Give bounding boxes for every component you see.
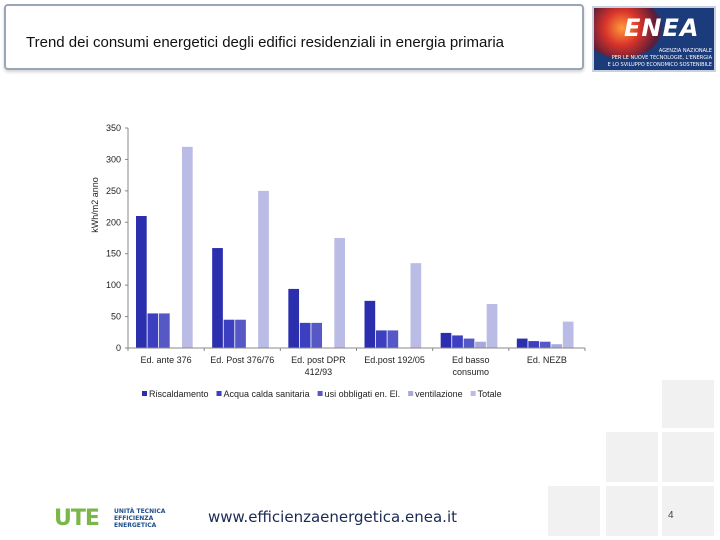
bar xyxy=(136,216,147,348)
y-tick-label: 200 xyxy=(106,217,121,227)
title-box: Trend dei consumi energetici degli edifi… xyxy=(4,4,584,70)
bar xyxy=(539,341,551,348)
bar xyxy=(376,330,387,348)
y-axis-label: kWh/m2 anno xyxy=(90,177,100,233)
bar xyxy=(299,322,311,348)
x-tick-label: Ed basso xyxy=(452,355,490,365)
bar xyxy=(334,238,346,348)
logo-word: ENEA xyxy=(624,14,700,42)
legend-swatch xyxy=(216,391,222,396)
y-tick-label: 150 xyxy=(106,249,121,259)
y-tick-label: 50 xyxy=(111,312,121,322)
legend-label: Totale xyxy=(478,389,502,399)
legend-label: Acqua calda sanitaria xyxy=(224,389,310,399)
website-link[interactable]: www.efficienzaenergetica.enea.it xyxy=(208,508,457,526)
bar xyxy=(516,338,528,348)
page-number: 4 xyxy=(668,510,674,521)
logo-line: AGENZIA NAZIONALE xyxy=(658,48,712,54)
enea-logo: ENEA AGENZIA NAZIONALE PER LE NUOVE TECN… xyxy=(592,6,716,72)
y-tick-label: 250 xyxy=(106,186,121,196)
bar xyxy=(223,319,235,348)
legend-label: ventilazione xyxy=(415,389,463,399)
bar xyxy=(387,330,399,348)
decor-square xyxy=(662,486,714,536)
decor-square xyxy=(606,432,658,482)
bar xyxy=(235,319,246,348)
ute-line: UNITÀ TECNICA xyxy=(114,508,166,515)
bar xyxy=(486,304,498,348)
bar xyxy=(258,190,269,348)
bar xyxy=(147,313,159,348)
bar xyxy=(288,288,300,348)
legend-swatch xyxy=(470,391,476,396)
decor-square xyxy=(662,432,714,482)
y-tick-label: 350 xyxy=(106,123,121,133)
x-tick-label: Ed. Post 376/76 xyxy=(210,355,274,365)
bar xyxy=(528,341,540,348)
chart-legend: Riscaldamento Acqua calda sanitaria usi ob… xyxy=(142,389,502,399)
x-tick-label: Ed. ante 376 xyxy=(141,355,192,365)
x-tick-label: Ed. NEZB xyxy=(527,355,567,365)
ute-line: EFFICIENZA xyxy=(114,515,154,522)
legend-swatch xyxy=(408,391,414,396)
x-tick-label: Ed.post 192/05 xyxy=(364,355,425,365)
bar xyxy=(463,338,475,348)
logo-text: AGENZIA NAZIONALE PER LE NUOVE TECNOLOGI… xyxy=(600,48,712,69)
legend-label: usi obbligati en. El. xyxy=(325,389,401,399)
bar xyxy=(364,300,376,348)
x-tick-label: Ed. post DPR xyxy=(291,355,346,365)
ute-line: ENERGETICA xyxy=(114,522,157,529)
bar xyxy=(311,322,323,348)
legend-label: Riscaldamento xyxy=(149,389,209,399)
decor-square xyxy=(606,486,658,536)
bar xyxy=(410,263,422,348)
bar xyxy=(452,335,463,348)
bar xyxy=(159,313,170,348)
chart-axes xyxy=(125,127,586,351)
bar xyxy=(562,321,574,348)
logo-line: PER LE NUOVE TECNOLOGIE, L'ENERGIA xyxy=(611,55,712,61)
bar xyxy=(440,332,452,348)
bar xyxy=(475,341,486,348)
x-tick-label: 412/93 xyxy=(305,367,333,377)
chart-bars xyxy=(136,146,574,348)
legend-swatch xyxy=(317,391,323,396)
x-tick-label: consumo xyxy=(452,367,489,377)
slide-title: Trend dei consumi energetici degli edifi… xyxy=(26,34,505,51)
y-tick-label: 100 xyxy=(106,280,121,290)
logo-line: E LO SVILUPPO ECONOMICO SOSTENIBILE xyxy=(607,62,712,68)
bar xyxy=(182,146,193,348)
bar xyxy=(212,248,223,348)
legend-swatch xyxy=(142,391,147,396)
ute-text: UNITÀ TECNICA EFFICIENZA ENERGETICA xyxy=(114,508,165,529)
ute-letters: UTE xyxy=(54,506,100,531)
chart-labels: 0 50 100 150 200 250 300 350 Ed. ante 376 Ed. Pos… xyxy=(106,123,567,377)
y-tick-label: 0 xyxy=(116,343,121,353)
decor-square xyxy=(662,380,714,428)
decor-square xyxy=(548,486,600,536)
y-tick-label: 300 xyxy=(106,154,121,164)
bar xyxy=(551,344,563,348)
